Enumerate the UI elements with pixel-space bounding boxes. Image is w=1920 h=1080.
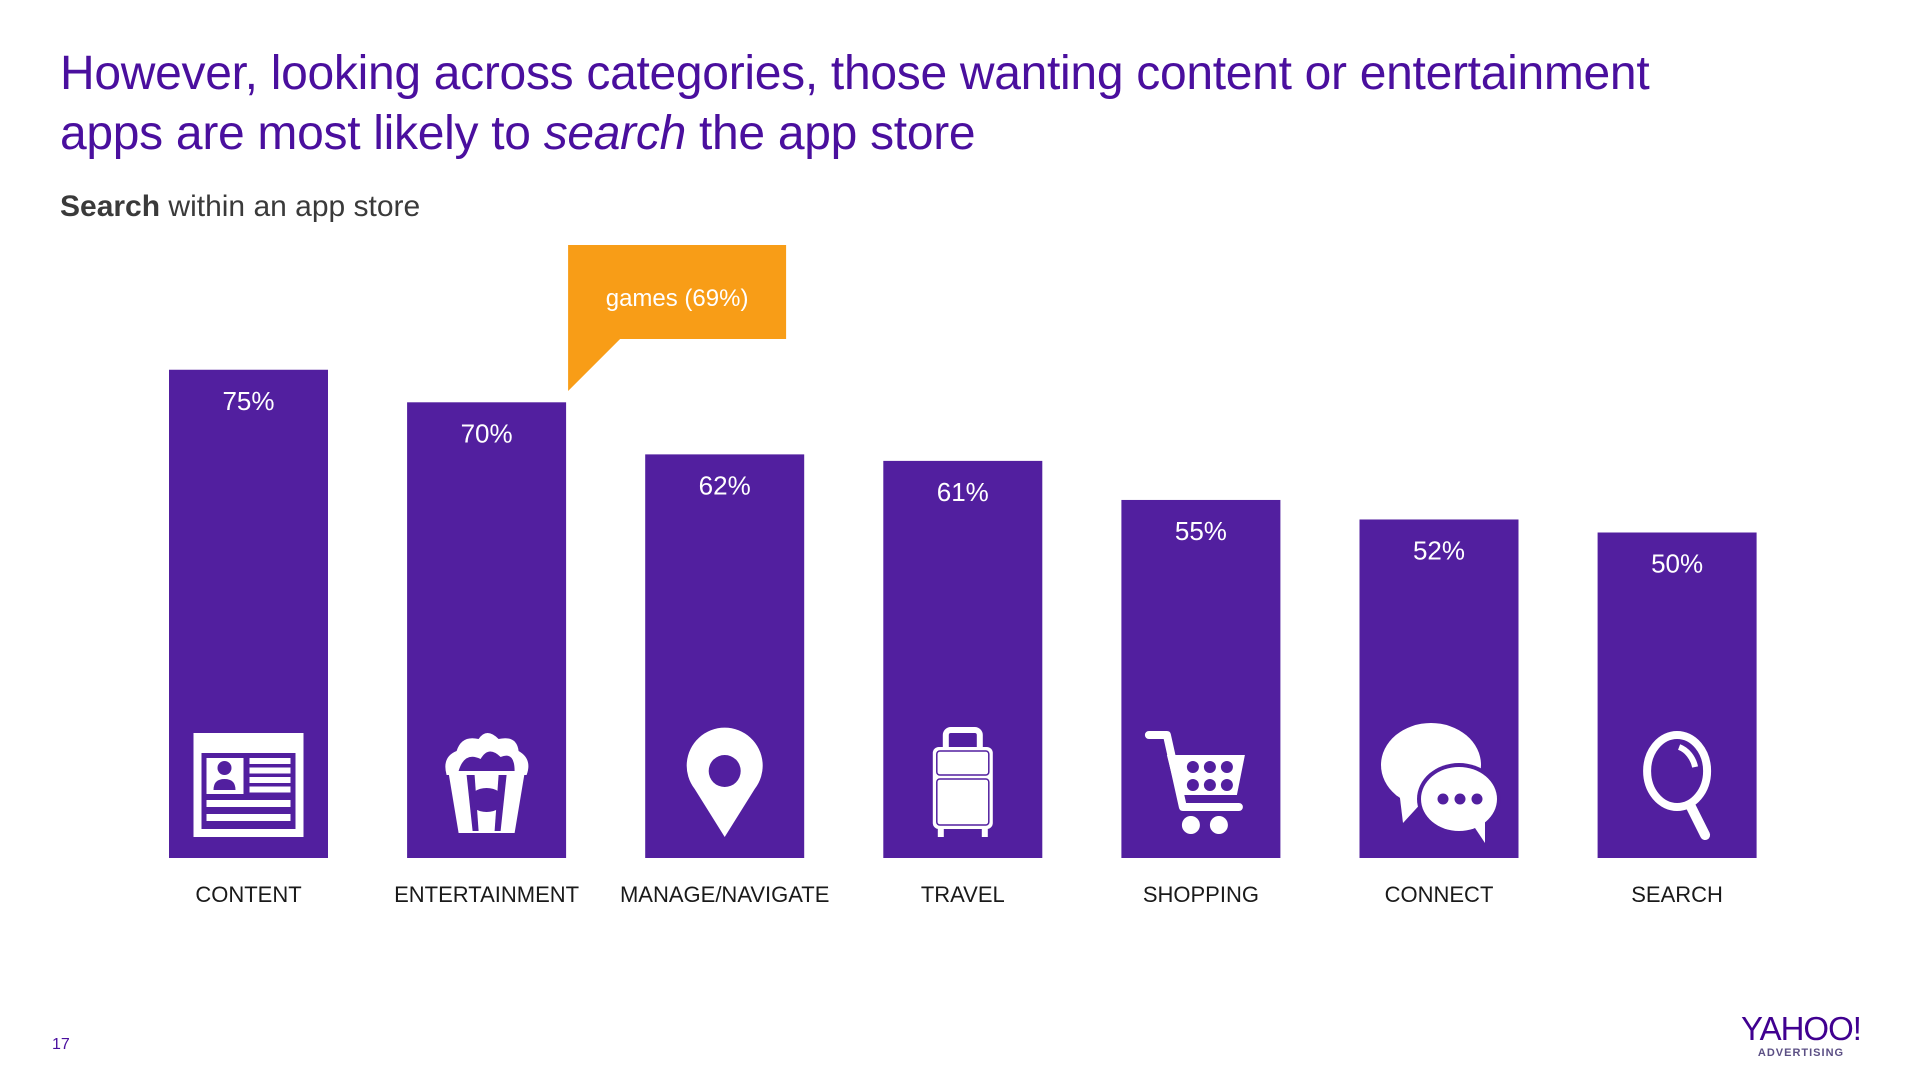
category-label: CONNECT: [1385, 882, 1494, 907]
bar-group: 52% CONNECT: [1359, 519, 1519, 907]
news-article-icon: [193, 733, 304, 837]
bar-group: 62% MANAGE/NAVIGATE: [620, 454, 829, 907]
games-callout: games (69%): [568, 245, 787, 391]
yahoo-advertising-logo: YAHOO! ADVERTISING: [1736, 1010, 1866, 1060]
popcorn-icon: [445, 733, 529, 833]
slide-title: However, looking across categories, thos…: [60, 44, 1880, 164]
logo-wordmark: YAHOO!: [1741, 1010, 1862, 1047]
bar: [1121, 499, 1281, 858]
bar-group: 75% CONTENT: [169, 369, 328, 907]
category-label: ENTERTAINMENT: [394, 882, 579, 907]
logo-subtext: ADVERTISING: [1757, 1047, 1845, 1059]
map-pin-icon: [686, 727, 763, 837]
data-label: 52%: [1413, 535, 1465, 565]
subtitle-bold: Search: [60, 190, 161, 223]
category-label: TRAVEL: [921, 882, 1005, 907]
subtitle-rest: within an app store: [160, 190, 421, 223]
data-label: 55%: [1175, 516, 1227, 546]
chat-bubbles-icon: [1381, 723, 1501, 843]
bar-group: 55% SHOPPING: [1121, 499, 1281, 907]
data-label: 50%: [1651, 549, 1703, 579]
data-label: 75%: [222, 386, 274, 416]
callout-text: games (69%): [606, 285, 749, 312]
title-line-2-end: the app store: [685, 107, 976, 160]
data-label: 62%: [699, 470, 751, 500]
category-label: MANAGE/NAVIGATE: [620, 882, 829, 907]
bar-group: 50% SEARCH: [1597, 532, 1757, 907]
chart-subtitle: Search within an app store: [60, 190, 420, 224]
suitcase-icon: [932, 727, 993, 837]
shopping-cart-icon: [1144, 731, 1245, 834]
page-number: 17: [52, 1036, 70, 1053]
data-label: 61%: [937, 477, 989, 507]
title-line-2-start: apps are most likely to: [60, 107, 544, 160]
callout-box: [568, 245, 787, 391]
category-label: SHOPPING: [1143, 882, 1259, 907]
bar-group: 61% TRAVEL: [883, 460, 1043, 907]
title-line-1: However, looking across categories, thos…: [60, 47, 1650, 100]
category-label: SEARCH: [1631, 882, 1723, 907]
category-label: CONTENT: [195, 882, 301, 907]
title-emphasis: search: [543, 107, 687, 160]
bars-group: 75% CONTENT 70% ENTERTAINMENT 62% MANAGE/NAVI…: [169, 369, 1757, 907]
title-line-2: apps are most likely to search the app s…: [60, 104, 1880, 164]
bar-group: 70% ENTERTAINMENT: [394, 402, 579, 907]
magnifier-icon: [1643, 731, 1712, 840]
data-label: 70%: [461, 418, 513, 448]
